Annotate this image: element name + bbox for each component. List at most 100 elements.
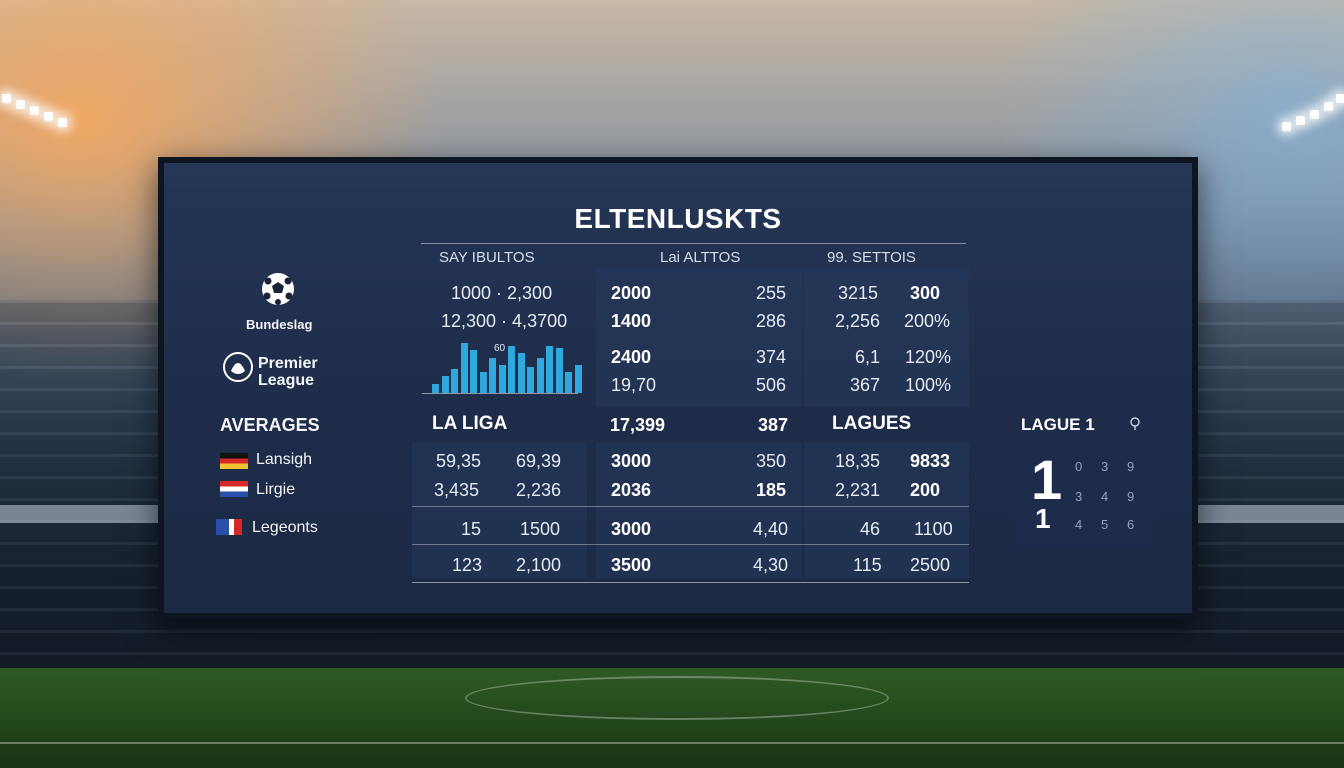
mini-chart-bar xyxy=(451,369,458,393)
league1-digit-bottom: 1 xyxy=(1035,503,1051,534)
brow2-col-e: 200 xyxy=(910,480,941,500)
column-header-1: SAY IBULTOS xyxy=(439,249,535,266)
scoreboard: ELTENLUSKTS SAY IBULTOS Lai ALTTOS 99. S… xyxy=(158,157,1198,619)
brow1-col-b: 3000 xyxy=(611,451,652,471)
mini-chart-bar xyxy=(460,343,468,393)
mini-chart-bar xyxy=(508,346,515,393)
section-mid-value2: 387 xyxy=(758,415,789,435)
brow3-col-c: 4,40 xyxy=(753,519,789,539)
league1-grid-2: 3 xyxy=(1101,459,1109,474)
legend-item-3: Legeonts xyxy=(252,519,318,536)
mini-chart-bar xyxy=(536,358,544,393)
row2-col-d: 2,256 xyxy=(835,311,881,331)
panel-mid-top xyxy=(596,267,802,407)
brow1-col-a2: 69,39 xyxy=(516,451,562,471)
league1-grid-1: 0 xyxy=(1075,459,1083,474)
brow2-col-b: 2036 xyxy=(611,480,652,500)
mini-chart-bar xyxy=(527,367,534,393)
row3-col-e: 120% xyxy=(905,347,952,367)
brow4-col-c: 4,30 xyxy=(753,555,789,575)
brow4-col-b: 3500 xyxy=(611,555,652,575)
floodlight-left xyxy=(0,88,70,128)
column-header-2: Lai ALTTOS xyxy=(660,249,741,266)
row3-col-d: 6,1 xyxy=(855,347,881,367)
section-mid-value: 17,399 xyxy=(610,415,666,435)
brow2-col-a: 3,435 xyxy=(434,480,480,500)
mini-chart-bar xyxy=(546,346,553,393)
brow2-col-a2: 2,236 xyxy=(516,480,562,500)
bundesliga-label: Bundeslag xyxy=(246,317,313,332)
premier-line2: League xyxy=(258,372,315,389)
legend-item-1: Lansigh xyxy=(256,451,313,468)
mini-chart-bar xyxy=(565,372,572,393)
brow1-col-c: 350 xyxy=(756,451,787,471)
brow4-col-a: 123 xyxy=(452,555,483,575)
legend-item-2: Lirgie xyxy=(256,481,296,498)
row2-col-c: 286 xyxy=(756,311,787,331)
league1-title: LAGUE 1 xyxy=(1021,415,1095,434)
league1-grid-8: 5 xyxy=(1101,517,1109,532)
brow1-col-e: 9833 xyxy=(910,451,951,471)
germany-flag-icon xyxy=(220,453,248,469)
stand-rail-right xyxy=(1194,505,1344,523)
row4-col-c: 506 xyxy=(756,375,787,395)
row4-col-d: 367 xyxy=(850,375,881,395)
row3-col-c: 374 xyxy=(756,347,787,367)
brow3-col-e: 1100 xyxy=(914,519,953,539)
pitch-center-circle xyxy=(465,676,889,720)
row3-col-b: 2400 xyxy=(611,347,652,367)
brow3-col-b: 3000 xyxy=(611,519,652,539)
brow4-col-d: 115 xyxy=(853,555,882,575)
header-rule xyxy=(421,243,966,244)
league1-digit-top: 1 xyxy=(1031,448,1063,511)
pitch-line xyxy=(0,742,1344,744)
floodlight-right xyxy=(1274,88,1344,138)
row2-col-b: 1400 xyxy=(611,311,652,331)
brow3-col-a2: 1500 xyxy=(520,519,561,539)
premier-league-logo-icon xyxy=(222,351,254,383)
premier-line1: Premier xyxy=(258,355,318,372)
mini-chart-bar xyxy=(555,348,563,393)
board-title: ELTENLUSKTS xyxy=(574,203,782,234)
premier-league-label: Premier League xyxy=(258,355,318,389)
league1-grid-7: 4 xyxy=(1075,517,1083,532)
mini-chart-bar xyxy=(470,350,477,393)
row4-col-b: 19,70 xyxy=(611,375,657,395)
mini-chart-bar xyxy=(441,376,449,393)
row1-col-e: 300 xyxy=(910,283,941,303)
mini-chart-bar xyxy=(432,384,439,393)
panel-left-bottom xyxy=(412,443,587,578)
league1-grid-5: 4 xyxy=(1101,489,1109,504)
panel-right-bottom xyxy=(804,443,969,578)
column-header-3: 99. SETTOIS xyxy=(827,249,916,266)
stand-rail-left xyxy=(0,505,170,523)
brow4-col-a2: 2,100 xyxy=(516,555,562,575)
mini-chart-bar xyxy=(489,358,496,393)
bottom-rule-1 xyxy=(412,506,969,507)
brow1-col-a: 59,35 xyxy=(436,451,482,471)
mini-chart-bar xyxy=(498,365,506,393)
la-liga-heading: LA LIGA xyxy=(432,413,508,434)
info-icon xyxy=(1129,417,1141,431)
row1-col-b: 2000 xyxy=(611,283,652,303)
row1-col-c: 255 xyxy=(756,283,787,303)
league1-grid-6: 9 xyxy=(1127,489,1135,504)
league1-panel: LAGUE 1 1 1 0 3 9 3 4 9 4 5 6 xyxy=(1015,407,1153,547)
soccer-ball-icon xyxy=(260,271,296,307)
league1-grid-3: 9 xyxy=(1127,459,1135,474)
mini-chart-bar xyxy=(479,372,487,393)
bottom-rule-2 xyxy=(412,544,969,545)
panel-mid-bottom xyxy=(596,443,802,578)
averages-heading: AVERAGES xyxy=(220,415,320,435)
row2-col-a: 12,300 · 4,3700 xyxy=(441,311,568,331)
mini-chart-bar xyxy=(574,365,582,393)
mixed-flag-icon xyxy=(216,519,242,535)
brow3-col-a: 15 xyxy=(461,519,482,539)
row1-col-a: 1000 · 2,300 xyxy=(451,283,553,303)
league1-grid-9: 6 xyxy=(1127,517,1135,532)
brow1-col-d: 18,35 xyxy=(835,451,881,471)
mini-chart-bar xyxy=(517,353,525,393)
brow2-col-c: 185 xyxy=(756,480,787,500)
brow3-col-d: 46 xyxy=(860,519,881,539)
mini-bar-chart xyxy=(422,341,582,393)
